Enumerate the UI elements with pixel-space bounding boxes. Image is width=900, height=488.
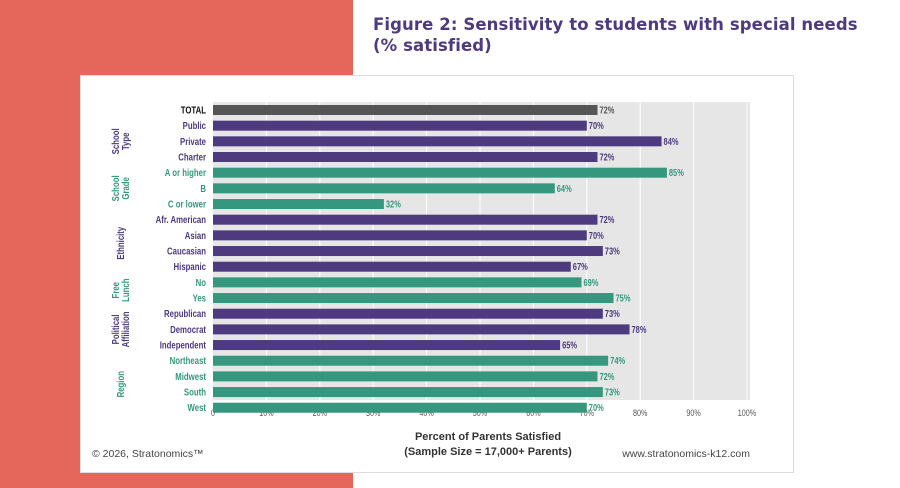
bar (213, 246, 603, 257)
bar (213, 152, 598, 163)
bar (213, 277, 582, 288)
data-label: 65% (562, 339, 577, 350)
data-label: 74% (610, 355, 625, 366)
data-label: 72% (599, 104, 614, 115)
data-label: 73% (605, 387, 620, 398)
category-label: No (196, 277, 207, 288)
x-tick-label: 80% (633, 408, 647, 418)
x-axis-title: Percent of Parents Satisfied (415, 431, 561, 443)
data-label: 70% (589, 230, 604, 241)
x-tick-label: 50% (473, 408, 487, 418)
bar (213, 183, 555, 194)
data-label: 75% (616, 292, 631, 303)
category-label: Afr. American (156, 214, 206, 225)
bar (213, 105, 598, 115)
x-tick-label: 70% (580, 408, 594, 418)
category-label: Republican (164, 308, 206, 319)
x-tick-label: 90% (686, 408, 700, 418)
group-label: Affiliation (120, 311, 131, 347)
group-label: Free (110, 282, 121, 298)
data-label: 69% (583, 277, 598, 288)
category-label: A or higher (165, 167, 207, 178)
x-axis-subtitle: (Sample Size = 17,000+ Parents) (404, 446, 572, 458)
data-label: 84% (664, 136, 679, 147)
bar (213, 293, 614, 304)
group-label: Ethnicity (115, 227, 126, 260)
category-label: Yes (193, 293, 206, 304)
category-label: Charter (178, 152, 206, 163)
group-label: Lunch (120, 279, 131, 302)
bar (213, 402, 587, 413)
bar (213, 214, 598, 225)
subtitle-line: (% satisfied) (373, 36, 492, 55)
data-label: 70% (589, 120, 604, 131)
data-label: 73% (605, 308, 620, 319)
bar (213, 261, 571, 272)
bar (213, 387, 603, 398)
x-tick-label: 40% (419, 408, 433, 418)
x-tick-label: 60% (526, 408, 540, 418)
category-label: Independent (160, 340, 206, 351)
x-tick-label: 10% (259, 408, 273, 418)
website-url: www.stratonomics-k12.com (621, 448, 750, 460)
copyright-text: © 2026, Stratonomics™ (92, 448, 204, 460)
bar (213, 230, 587, 241)
bar (213, 167, 667, 178)
group-label: Region (115, 371, 126, 397)
bar (213, 120, 587, 131)
data-label: 85% (669, 167, 684, 178)
bar (213, 324, 630, 335)
category-label: Hispanic (174, 261, 206, 272)
data-label: 78% (632, 324, 647, 335)
group-label: Type (120, 133, 131, 151)
group-label: Grade (120, 177, 131, 200)
group-label: School (110, 175, 121, 201)
data-label: 70% (589, 402, 604, 413)
data-label: 72% (599, 151, 614, 162)
data-label: 67% (573, 261, 588, 272)
bar (213, 136, 662, 147)
group-label: Political (110, 314, 121, 344)
data-label: 64% (557, 183, 572, 194)
category-label: TOTAL (181, 105, 207, 116)
data-label: 32% (386, 198, 401, 209)
x-tick-label: 30% (366, 408, 380, 418)
bar (213, 355, 609, 366)
category-label: Democrat (170, 324, 206, 335)
x-tick-label: 20% (313, 408, 327, 418)
category-label: West (188, 402, 206, 413)
category-label: B (200, 183, 206, 194)
bar (213, 308, 603, 319)
data-label: 72% (599, 214, 614, 225)
category-label: South (184, 387, 206, 398)
category-label: Public (183, 120, 206, 131)
bar (213, 371, 598, 382)
category-label: Private (180, 136, 206, 147)
group-label: School (110, 128, 121, 154)
data-label: 73% (605, 245, 620, 256)
data-label: 72% (599, 371, 614, 382)
category-label: Caucasian (167, 246, 206, 257)
category-label: Midwest (175, 371, 206, 382)
category-label: Asian (185, 230, 206, 241)
category-label: C or lower (168, 199, 207, 210)
bar (213, 199, 384, 210)
x-tick-label: 0 (211, 408, 215, 418)
x-tick-label: 100% (738, 408, 756, 418)
category-label: Northeast (170, 355, 206, 366)
title-line: Figure 2: Sensitivity to students with s… (373, 15, 858, 34)
bar (213, 340, 561, 351)
figure-title: Figure 2: Sensitivity to students with s… (373, 14, 873, 56)
